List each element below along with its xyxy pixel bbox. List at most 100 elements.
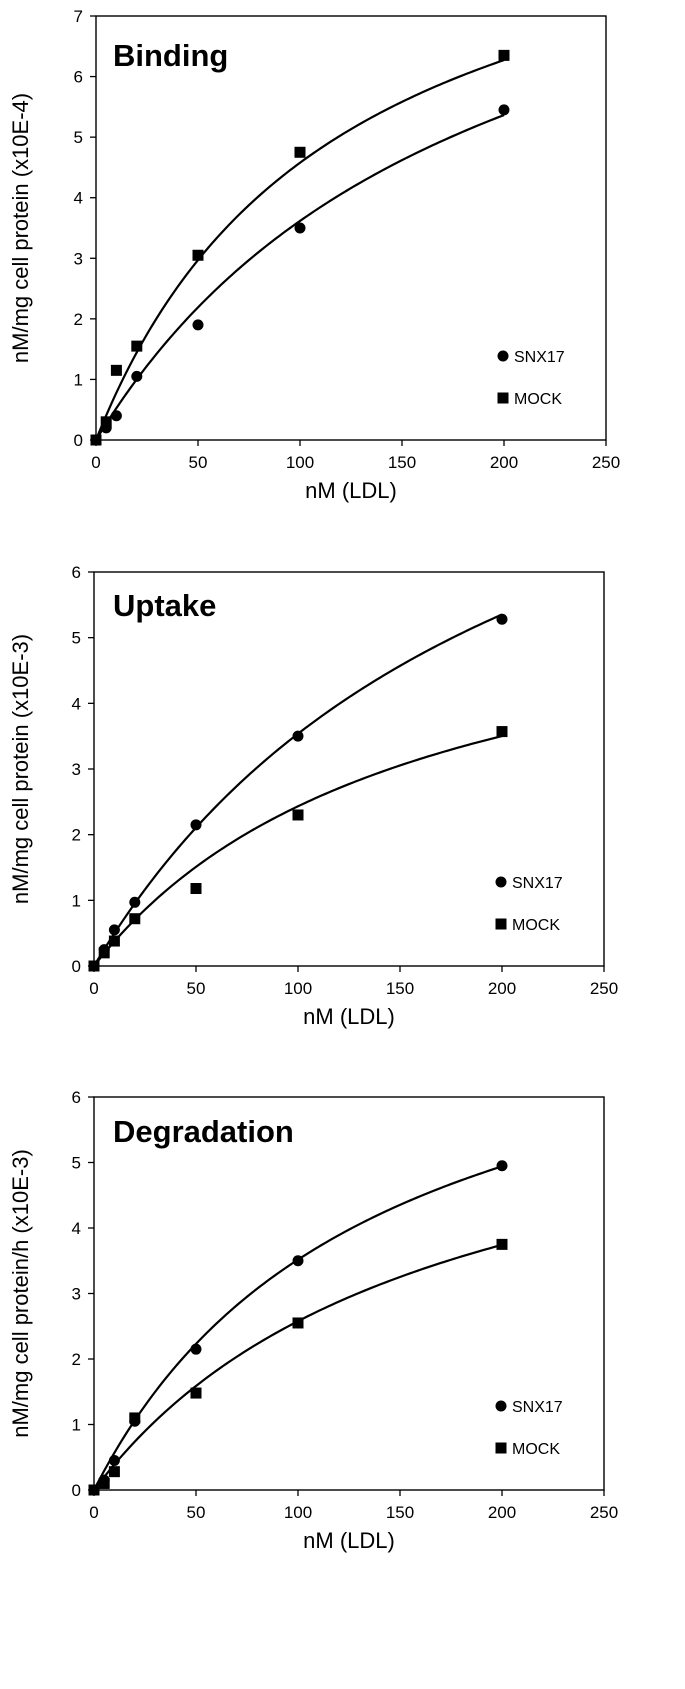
binding-panel: 0 50 100 150 200 250 0 1 2 3 4 5 6 7 nM (LDL) nM/mg cel… [8, 7, 620, 503]
legend-label: MOCK [512, 917, 560, 934]
x-tick-label: 250 [590, 979, 618, 998]
legend-label: MOCK [512, 1441, 560, 1458]
panel-title: Degradation [113, 1114, 294, 1149]
data-point-snx17 [129, 896, 141, 908]
data-point-snx17 [192, 319, 204, 331]
legend-marker-snx17 [495, 876, 507, 888]
data-point-snx17 [496, 613, 508, 625]
data-point-mock [108, 935, 120, 947]
legend-label: SNX17 [512, 875, 563, 892]
data-point-mock [192, 249, 204, 261]
data-point-mock [190, 1387, 202, 1399]
x-tick-label: 200 [490, 453, 518, 472]
data-point-snx17 [190, 1343, 202, 1355]
x-axis-label: nM (LDL) [305, 478, 397, 503]
series-mock [88, 1238, 508, 1496]
data-point-mock [129, 1412, 141, 1424]
y-tick-label: 2 [74, 310, 83, 329]
data-point-mock [496, 1238, 508, 1250]
y-tick-label: 5 [72, 1154, 81, 1173]
y-tick-label: 1 [74, 370, 83, 389]
legend-label: SNX17 [512, 1399, 563, 1416]
x-tick-label: 50 [189, 453, 208, 472]
y-tick-label: 4 [74, 189, 83, 208]
y-axis-label: nM/mg cell protein (x10E-3) [8, 634, 33, 904]
x-tick-label: 100 [286, 453, 314, 472]
y-tick-label: 0 [74, 431, 83, 450]
legend-label: MOCK [514, 391, 562, 408]
y-tick-label: 5 [74, 128, 83, 147]
data-point-snx17 [108, 1455, 120, 1467]
data-point-mock [496, 726, 508, 738]
data-point-mock [88, 1484, 100, 1496]
fit-curve-mock [94, 59, 505, 441]
y-tick-label: 4 [72, 1219, 81, 1238]
series-mock [88, 726, 508, 972]
panel-title: Binding [113, 38, 228, 73]
data-point-snx17 [498, 104, 510, 116]
x-tick-label: 200 [488, 979, 516, 998]
data-point-mock [190, 883, 202, 895]
y-tick-label: 6 [72, 563, 81, 582]
data-point-snx17 [292, 730, 304, 742]
series-mock [90, 49, 510, 446]
fit-curve-mock [93, 1243, 503, 1491]
legend-marker-snx17 [497, 350, 509, 362]
data-point-snx17 [190, 819, 202, 831]
data-point-mock [294, 146, 306, 158]
x-tick-label: 0 [91, 453, 100, 472]
data-point-mock [98, 947, 110, 959]
x-tick-label: 250 [590, 1503, 618, 1522]
y-tick-label: 3 [72, 760, 81, 779]
y-tick-label: 6 [72, 1088, 81, 1107]
x-tick-label: 0 [89, 1503, 98, 1522]
fit-curve-snx17 [95, 114, 505, 441]
x-axis-label: nM (LDL) [303, 1528, 395, 1553]
fit-curve-mock [93, 735, 503, 967]
x-tick-label: 150 [386, 1503, 414, 1522]
degradation-panel: 0 50 100 150 200 250 0 1 2 3 4 5 6 nM (LDL) nM/mg cell… [8, 1088, 618, 1553]
data-point-mock [98, 1477, 110, 1489]
data-point-snx17 [292, 1255, 304, 1267]
y-tick-label: 0 [72, 957, 81, 976]
data-point-snx17 [108, 924, 120, 936]
y-axis-label: nM/mg cell protein (x10E-4) [8, 93, 33, 363]
data-point-mock [88, 960, 100, 972]
y-tick-label: 4 [72, 694, 81, 713]
data-point-mock [292, 809, 304, 821]
series-snx17 [88, 613, 508, 972]
y-tick-label: 5 [72, 629, 81, 648]
y-tick-label: 1 [72, 891, 81, 910]
data-point-mock [110, 364, 122, 376]
plot-frame [93, 1096, 605, 1491]
data-point-snx17 [496, 1160, 508, 1172]
y-tick-label: 3 [74, 249, 83, 268]
legend-marker-mock [495, 918, 507, 930]
legend-marker-mock [497, 392, 509, 404]
y-tick-label: 0 [72, 1481, 81, 1500]
legend-label: SNX17 [514, 349, 565, 366]
data-point-mock [90, 434, 102, 446]
legend-marker-snx17 [495, 1400, 507, 1412]
plot-frame [93, 571, 605, 967]
y-tick-label: 3 [72, 1285, 81, 1304]
panel-title: Uptake [113, 588, 216, 623]
data-point-mock [100, 416, 112, 428]
x-tick-label: 250 [592, 453, 620, 472]
y-tick-label: 1 [72, 1416, 81, 1435]
x-tick-label: 100 [284, 979, 312, 998]
y-tick-label: 2 [72, 826, 81, 845]
x-axis-label: nM (LDL) [303, 1004, 395, 1029]
data-point-snx17 [110, 410, 122, 422]
data-point-mock [129, 913, 141, 925]
uptake-panel: 0 50 100 150 200 250 0 1 2 3 4 5 6 nM (LDL) nM/mg cell… [8, 563, 618, 1029]
x-tick-label: 50 [187, 1503, 206, 1522]
data-point-mock [131, 340, 143, 352]
data-point-mock [108, 1466, 120, 1478]
fit-curve-snx17 [93, 613, 503, 967]
plot-frame [95, 15, 607, 441]
x-tick-label: 0 [89, 979, 98, 998]
y-axis-label: nM/mg cell protein/h (x10E-3) [8, 1149, 33, 1438]
y-tick-label: 6 [74, 68, 83, 87]
